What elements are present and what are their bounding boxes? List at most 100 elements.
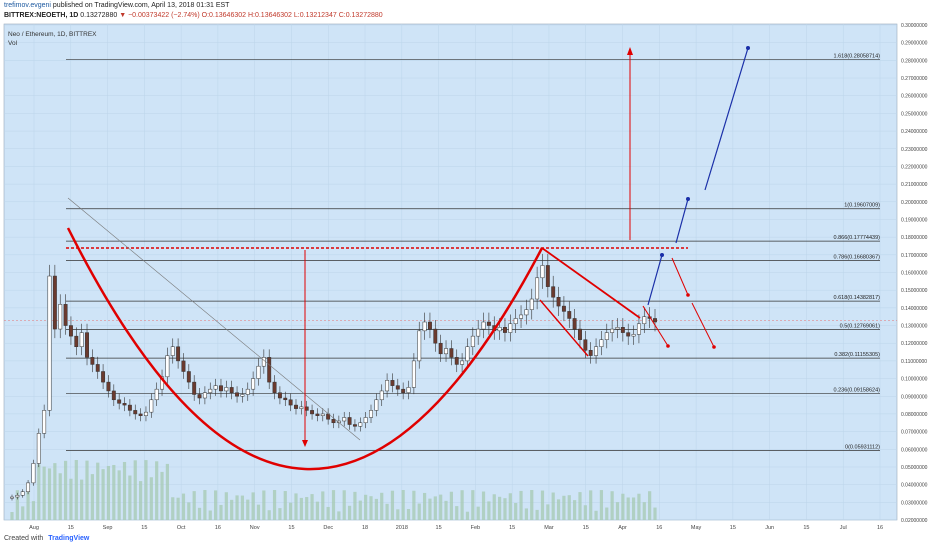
candle-down — [85, 332, 89, 358]
volume-bar — [530, 490, 534, 520]
y-tick-label: 0.03000000 — [901, 500, 928, 506]
candle-up — [240, 394, 245, 397]
candle-down — [395, 385, 400, 390]
x-tick-label: 15 — [730, 525, 736, 531]
symbol-label: BITTREX:NEOETH, 1D — [4, 12, 79, 19]
candle-up — [508, 323, 513, 333]
candle-up — [58, 304, 63, 330]
volume-bar — [101, 469, 105, 520]
volume-bar — [439, 494, 443, 520]
x-tick-label: 15 — [68, 525, 74, 531]
y-tick-label: 0.14000000 — [901, 306, 928, 312]
candle-down — [551, 286, 556, 298]
fib-label: 0.236(0.09158624) — [834, 387, 881, 393]
fib-diagonal — [67, 197, 361, 441]
candle-down — [583, 339, 588, 351]
candle-down — [347, 417, 352, 425]
volume-bar — [149, 477, 153, 520]
candle-up — [642, 316, 647, 325]
bear-path-segment — [691, 302, 715, 348]
plot-area — [3, 23, 898, 521]
candle-up — [481, 321, 486, 330]
candle-up — [631, 334, 636, 337]
chart-legend-vol: Vol — [8, 40, 18, 47]
volume-bar — [573, 500, 577, 520]
x-tick-label: Apr — [618, 525, 627, 531]
y-tick-label: 0.27000000 — [901, 76, 928, 82]
bear-arrow-head — [686, 293, 690, 297]
candle-up — [411, 360, 416, 388]
author-link[interactable]: trefimov.evgeni — [4, 2, 51, 9]
volume-bar — [197, 507, 202, 520]
x-tick-label: Aug — [29, 525, 39, 531]
volume-bar — [433, 496, 437, 520]
volume-bar — [203, 490, 207, 520]
volume-bar — [519, 490, 523, 520]
candle-up — [529, 298, 534, 310]
volume-bar — [358, 500, 362, 520]
volume-bar — [192, 491, 196, 520]
candle-down — [433, 328, 438, 344]
bear-path-segment — [642, 305, 669, 347]
volume-bar — [165, 463, 169, 520]
candle-down — [486, 321, 491, 326]
fib-label: 0.618(0.14382817) — [834, 295, 881, 301]
volume-bar — [615, 502, 620, 520]
y-tick-label: 0.23000000 — [901, 147, 928, 153]
candle-up — [406, 387, 411, 393]
high-value: H:0.13646302 — [247, 12, 292, 19]
candle-up — [374, 399, 379, 411]
candle-up — [245, 388, 250, 395]
candle-up — [535, 277, 540, 300]
volume-bar — [176, 497, 180, 520]
volume-bar — [648, 491, 652, 520]
volume-bar — [171, 497, 175, 520]
x-tick-label: 2018 — [396, 525, 408, 531]
volume-bar — [181, 493, 186, 520]
candle-down — [578, 328, 582, 340]
candle-up — [149, 399, 154, 413]
volume-bar — [315, 501, 320, 520]
handle-lower — [539, 299, 589, 357]
y-tick-label: 0.12000000 — [901, 341, 928, 347]
candle-up — [519, 314, 523, 319]
bear-arrow-head — [666, 344, 670, 348]
y-tick-label: 0.11000000 — [901, 359, 927, 365]
candle-up — [476, 328, 481, 337]
volume-bar — [401, 490, 405, 520]
volume-bar — [412, 490, 416, 520]
volume-bar — [428, 498, 432, 520]
candle-down — [111, 390, 116, 401]
candle-down — [620, 327, 625, 333]
volume-bar — [567, 495, 571, 520]
candle-down — [272, 381, 277, 393]
x-tick-label: Mar — [544, 525, 554, 531]
tradingview-logo[interactable]: TradingView — [48, 535, 90, 542]
x-tick-label: 15 — [288, 525, 294, 531]
candle-down — [95, 364, 100, 372]
y-tick-label: 0.07000000 — [901, 430, 928, 436]
bull-path-segment — [675, 198, 689, 244]
candle-down — [229, 387, 234, 393]
y-tick-label: 0.21000000 — [901, 182, 928, 188]
candle-up — [251, 378, 256, 390]
candle-down — [90, 357, 95, 365]
candle-up — [460, 360, 465, 365]
candle-down — [561, 305, 566, 312]
volume-bars — [10, 460, 657, 520]
candle-up — [369, 410, 373, 418]
candle-up — [261, 357, 266, 367]
x-tick-label: May — [691, 525, 702, 531]
y-tick-label: 0.16000000 — [901, 271, 928, 277]
candle-up — [36, 433, 41, 464]
candle-up — [144, 411, 148, 416]
candle-down — [277, 392, 282, 399]
candle-up — [10, 496, 14, 499]
candle-down — [181, 360, 186, 372]
bull-path-segment — [704, 47, 749, 191]
bear-path-segment — [671, 257, 689, 296]
target-arrow-head — [627, 47, 633, 55]
candle-down — [52, 275, 57, 330]
volume-bar — [96, 462, 100, 520]
